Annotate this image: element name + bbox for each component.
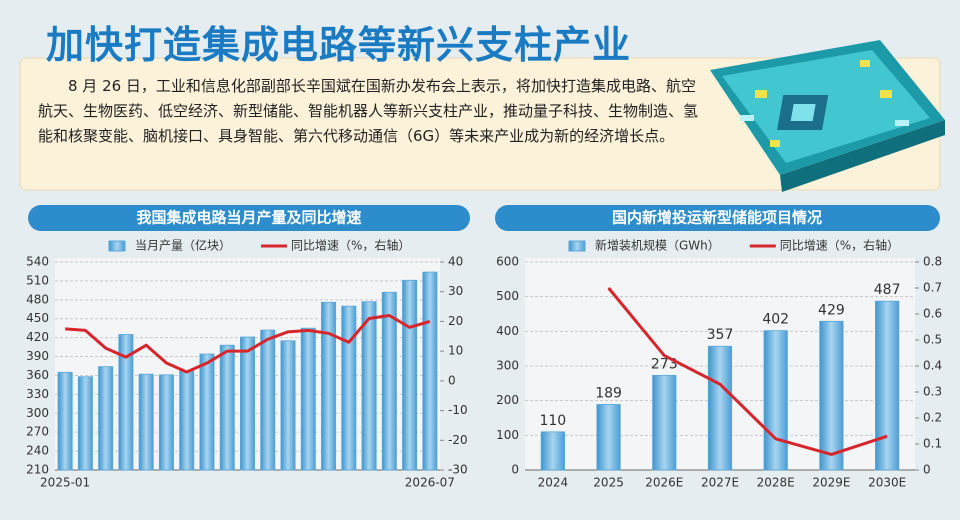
- bar: [240, 336, 255, 471]
- line: [607, 287, 888, 456]
- data-label: 402: [762, 312, 789, 328]
- bar: [300, 327, 316, 471]
- y2-tick-label: 0.3: [923, 385, 942, 399]
- bar: [158, 374, 174, 471]
- y-tick-label: 300: [496, 359, 519, 373]
- bar: [596, 404, 621, 471]
- y-tick-label: 500: [496, 289, 519, 303]
- bar: [260, 329, 276, 471]
- y-tick-label: 480: [26, 292, 49, 306]
- data-label: 429: [818, 302, 845, 318]
- y2-tick-label: 0.5: [923, 333, 942, 347]
- bar: [540, 431, 565, 471]
- line: [65, 313, 431, 374]
- x-tick-label: 2024: [538, 476, 569, 490]
- y2-tick-label: 0.2: [923, 411, 942, 425]
- x-tick-label: 2025-01: [40, 476, 90, 490]
- y-tick-label: 240: [26, 444, 49, 458]
- bar: [819, 320, 844, 471]
- data-label: 487: [874, 282, 901, 298]
- y-tick-label: 0: [511, 463, 519, 477]
- bar: [138, 373, 154, 471]
- bar: [402, 279, 418, 471]
- legend-label: 同比增速（%，右轴）: [291, 238, 410, 253]
- y2-tick-label: 0.7: [923, 281, 942, 295]
- y-tick-label: 540: [26, 255, 49, 269]
- bar: [77, 376, 93, 471]
- bar: [422, 271, 438, 471]
- y2-tick-label: -10: [448, 403, 468, 417]
- bar: [875, 300, 900, 471]
- legend-label: 同比增速（%，右轴）: [780, 238, 899, 253]
- bar: [652, 374, 677, 471]
- y2-tick-label: 10: [448, 344, 463, 358]
- y2-tick-label: 30: [448, 284, 463, 298]
- circuit-illustration: [710, 40, 945, 192]
- data-label: 110: [539, 413, 566, 429]
- bar: [321, 301, 337, 471]
- legend-label: 当月产量（亿块）: [135, 238, 231, 253]
- y2-tick-label: 0: [923, 463, 931, 477]
- bar: [98, 366, 114, 471]
- bar: [179, 370, 195, 471]
- y-tick-label: 200: [496, 393, 519, 407]
- y-tick-label: 600: [496, 255, 519, 269]
- y-tick-label: 100: [496, 428, 519, 442]
- x-tick-label: 2026E: [645, 476, 683, 490]
- y-tick-label: 210: [26, 463, 49, 477]
- bar: [57, 371, 73, 471]
- data-label: 357: [707, 327, 734, 343]
- data-label: 189: [595, 385, 622, 401]
- bar: [280, 340, 296, 471]
- bar: [219, 344, 235, 471]
- x-tick-label: 2030E: [868, 476, 906, 490]
- legend-swatch: [108, 240, 126, 252]
- y2-tick-label: 0.6: [923, 307, 942, 321]
- y2-tick-label: 0.4: [923, 359, 942, 373]
- y-tick-label: 270: [26, 425, 49, 439]
- y-tick-label: 420: [26, 330, 49, 344]
- bar: [381, 291, 397, 471]
- page-title: 加快打造集成电路等新兴支柱产业: [46, 23, 632, 67]
- x-tick-label: 2025: [593, 476, 624, 490]
- legend-label: 新增装机规模（GWh）: [595, 238, 720, 253]
- y-tick-label: 510: [26, 273, 49, 287]
- bar: [361, 301, 377, 471]
- y-tick-label: 360: [26, 368, 49, 382]
- y2-tick-label: 20: [448, 314, 463, 328]
- chart-title: 我国集成电路当月产量及同比增速: [136, 209, 361, 227]
- y2-tick-label: 40: [448, 255, 463, 269]
- y-tick-label: 390: [26, 349, 49, 363]
- y-tick-label: 330: [26, 387, 49, 401]
- legend-swatch: [568, 240, 586, 252]
- bar: [199, 353, 215, 471]
- y2-tick-label: -20: [448, 433, 468, 447]
- y-tick-label: 450: [26, 311, 49, 325]
- chart-banner: [28, 205, 470, 231]
- y2-tick-label: 0.8: [923, 255, 942, 269]
- x-tick-label: 2026-07: [405, 476, 455, 490]
- intro-text: 8 月 26 日，工业和信息化部副部长辛国斌在国新办发布会上表示，将加快打造集成…: [38, 77, 699, 145]
- bar: [707, 345, 733, 471]
- x-tick-label: 2027E: [701, 476, 739, 490]
- bar: [341, 305, 357, 471]
- chart-title: 国内新增投运新型储能项目情况: [612, 209, 822, 227]
- bar: [118, 334, 134, 471]
- x-tick-label: 2029E: [812, 476, 850, 490]
- y-tick-label: 400: [496, 324, 519, 338]
- x-tick-label: 2028E: [757, 476, 795, 490]
- y2-tick-label: 0: [448, 373, 456, 387]
- bar: [763, 330, 788, 471]
- y2-tick-label: -30: [448, 463, 468, 477]
- y-tick-label: 300: [26, 406, 49, 420]
- y2-tick-label: 0.1: [923, 437, 942, 451]
- chart-banner: [495, 205, 940, 231]
